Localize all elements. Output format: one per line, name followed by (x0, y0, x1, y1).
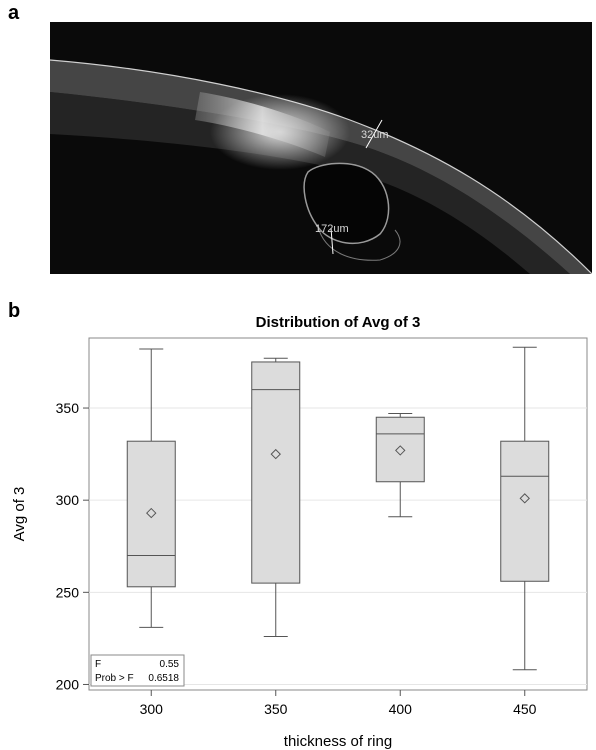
x-tick-label: 450 (513, 701, 537, 717)
panel-label-b: b (8, 300, 21, 322)
box-iqr (251, 361, 301, 584)
box-300 (126, 348, 176, 628)
mean-marker (270, 448, 281, 460)
oct-scan-image: 32um 172um (50, 22, 592, 274)
oct-measure-bottom: 172um (315, 223, 349, 235)
y-tick-label: 250 (56, 584, 80, 600)
box-400 (375, 413, 425, 518)
y-tick-label: 350 (56, 400, 80, 416)
y-axis: 200 250 300 350 (56, 400, 89, 692)
box-plot-chart: Distribution of Avg of 3 200 250 300 350 30… (11, 314, 588, 750)
x-axis-label: thickness of ring (284, 733, 392, 750)
x-tick-label: 350 (264, 701, 288, 717)
y-axis-label: Avg of 3 (11, 487, 28, 542)
stats-value-prob: 0.6518 (148, 673, 179, 684)
box-iqr (500, 440, 550, 582)
mean-marker (519, 493, 530, 504)
x-tick-label: 300 (140, 701, 164, 717)
x-tick-label: 400 (389, 701, 413, 717)
stats-label-prob: Prob > F (95, 673, 134, 684)
box-iqr (375, 416, 425, 483)
x-axis: 300 350 400 450 (140, 690, 537, 717)
stats-value-f: 0.55 (160, 659, 180, 670)
mean-marker (395, 445, 406, 456)
y-tick-label: 300 (56, 492, 80, 508)
stats-box: F 0.55 Prob > F 0.6518 (90, 654, 185, 687)
box-450 (500, 346, 550, 671)
chart-title: Distribution of Avg of 3 (256, 314, 421, 331)
box-iqr (126, 440, 176, 588)
panel-label-a: a (8, 2, 20, 24)
stats-label-f: F (95, 659, 101, 670)
boxes (126, 346, 550, 671)
oct-measure-top: 32um (361, 129, 389, 141)
mean-marker (146, 507, 157, 519)
box-350 (251, 357, 301, 638)
y-tick-label: 200 (56, 676, 80, 692)
